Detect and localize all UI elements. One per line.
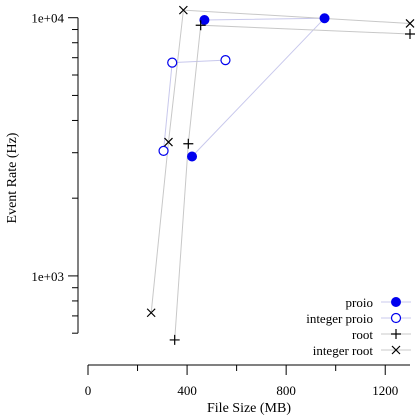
data-points [146, 5, 415, 345]
x-tick-label: 800 [276, 383, 296, 398]
y-tick-label: 1e+04 [31, 11, 64, 26]
data-point [178, 5, 188, 15]
data-point [220, 55, 231, 66]
legend-label: integer proio [306, 311, 373, 326]
x-tick-label: 400 [177, 383, 197, 398]
series-line [150, 9, 411, 313]
legend-marker [391, 329, 401, 339]
axes: 1e+03 1e+04 0 400 800 1200 [31, 11, 410, 398]
y-axis-label: Event Rate (Hz) [5, 132, 20, 223]
legend-label: integer root [313, 343, 374, 358]
x-tick-label: 1200 [372, 383, 398, 398]
series-line [191, 17, 326, 157]
legend-marker [390, 312, 402, 324]
x-tick-label: 0 [85, 383, 92, 398]
data-point [195, 20, 206, 31]
data-point [146, 308, 156, 318]
legend-marker [391, 345, 401, 355]
legend-marker [391, 297, 401, 307]
x-axis-label: File Size (MB) [207, 401, 291, 415]
data-point [169, 334, 180, 345]
data-point [158, 145, 169, 156]
data-point [183, 138, 194, 149]
data-point [164, 137, 173, 147]
data-point [167, 57, 178, 68]
series-line [174, 24, 411, 340]
legend-label: proio [346, 295, 373, 310]
legend-label: root [352, 327, 373, 342]
data-point [187, 151, 198, 162]
y-tick-label: 1e+03 [31, 269, 64, 284]
data-point [319, 13, 330, 24]
data-point [199, 14, 210, 25]
data-point [405, 19, 415, 28]
data-point [405, 28, 415, 39]
series-lines [150, 9, 411, 340]
